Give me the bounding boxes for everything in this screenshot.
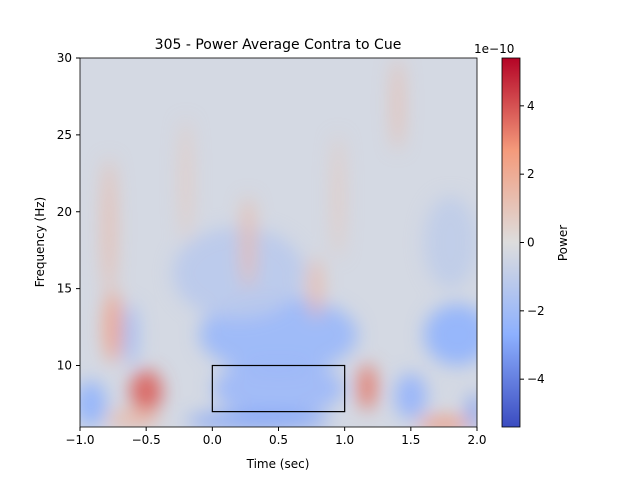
- roi-box: [211, 364, 346, 413]
- colorbar-offset-label: 1e−10: [474, 42, 514, 56]
- x-tick-label: 0.5: [269, 433, 288, 447]
- power-increase-blob: [332, 134, 344, 258]
- power-decrease-blob: [172, 227, 305, 320]
- colorbar-tick-label: 0: [527, 236, 535, 250]
- colorbar-tick-label: −2: [527, 304, 545, 318]
- power-decrease-blob: [424, 304, 477, 366]
- power-increase-blob: [357, 363, 377, 411]
- x-tick-label: 2.0: [467, 433, 486, 447]
- y-tick-label: 30: [57, 51, 72, 65]
- power-decrease-blob: [185, 411, 332, 427]
- power-increase-blob: [180, 119, 192, 243]
- power-decrease-blob: [122, 304, 139, 366]
- power-increase-blob: [392, 58, 403, 151]
- colorbar-tick-label: 2: [527, 167, 535, 181]
- x-tick-label: 1.5: [401, 433, 420, 447]
- power-increase-blob: [106, 410, 160, 427]
- y-tick-label: 25: [57, 128, 72, 142]
- x-tick-label: 0.0: [203, 433, 222, 447]
- x-tick-label: −0.5: [132, 433, 161, 447]
- power-decrease-blob: [424, 196, 477, 289]
- x-tick-label: 1.0: [335, 433, 354, 447]
- power-increase-blob: [130, 370, 163, 414]
- power-increase-blob: [103, 291, 123, 363]
- x-tick-label: −1.0: [65, 433, 94, 447]
- power-increase-blob: [102, 157, 116, 297]
- power-increase-blob: [308, 257, 323, 320]
- power-decrease-blob: [212, 360, 345, 417]
- power-decrease-blob: [394, 373, 427, 420]
- colorbar: [501, 57, 521, 428]
- power-increase-blob: [417, 417, 471, 427]
- colorbar-label: Power: [556, 225, 570, 261]
- power-decrease-blob: [467, 393, 477, 427]
- colorbar-tick-label: 4: [527, 99, 535, 113]
- colorbar-tick-label: −4: [527, 372, 545, 386]
- y-tick-label: 10: [57, 359, 72, 373]
- x-axis-label: Time (sec): [246, 457, 310, 471]
- y-tick-label: 15: [57, 282, 72, 296]
- chart-title: 305 - Power Average Contra to Cue: [155, 37, 402, 53]
- power-decrease-blob: [80, 380, 107, 427]
- y-tick-label: 20: [57, 205, 72, 219]
- y-axis-label: Frequency (Hz): [33, 197, 47, 288]
- power-increase-blob: [241, 196, 255, 289]
